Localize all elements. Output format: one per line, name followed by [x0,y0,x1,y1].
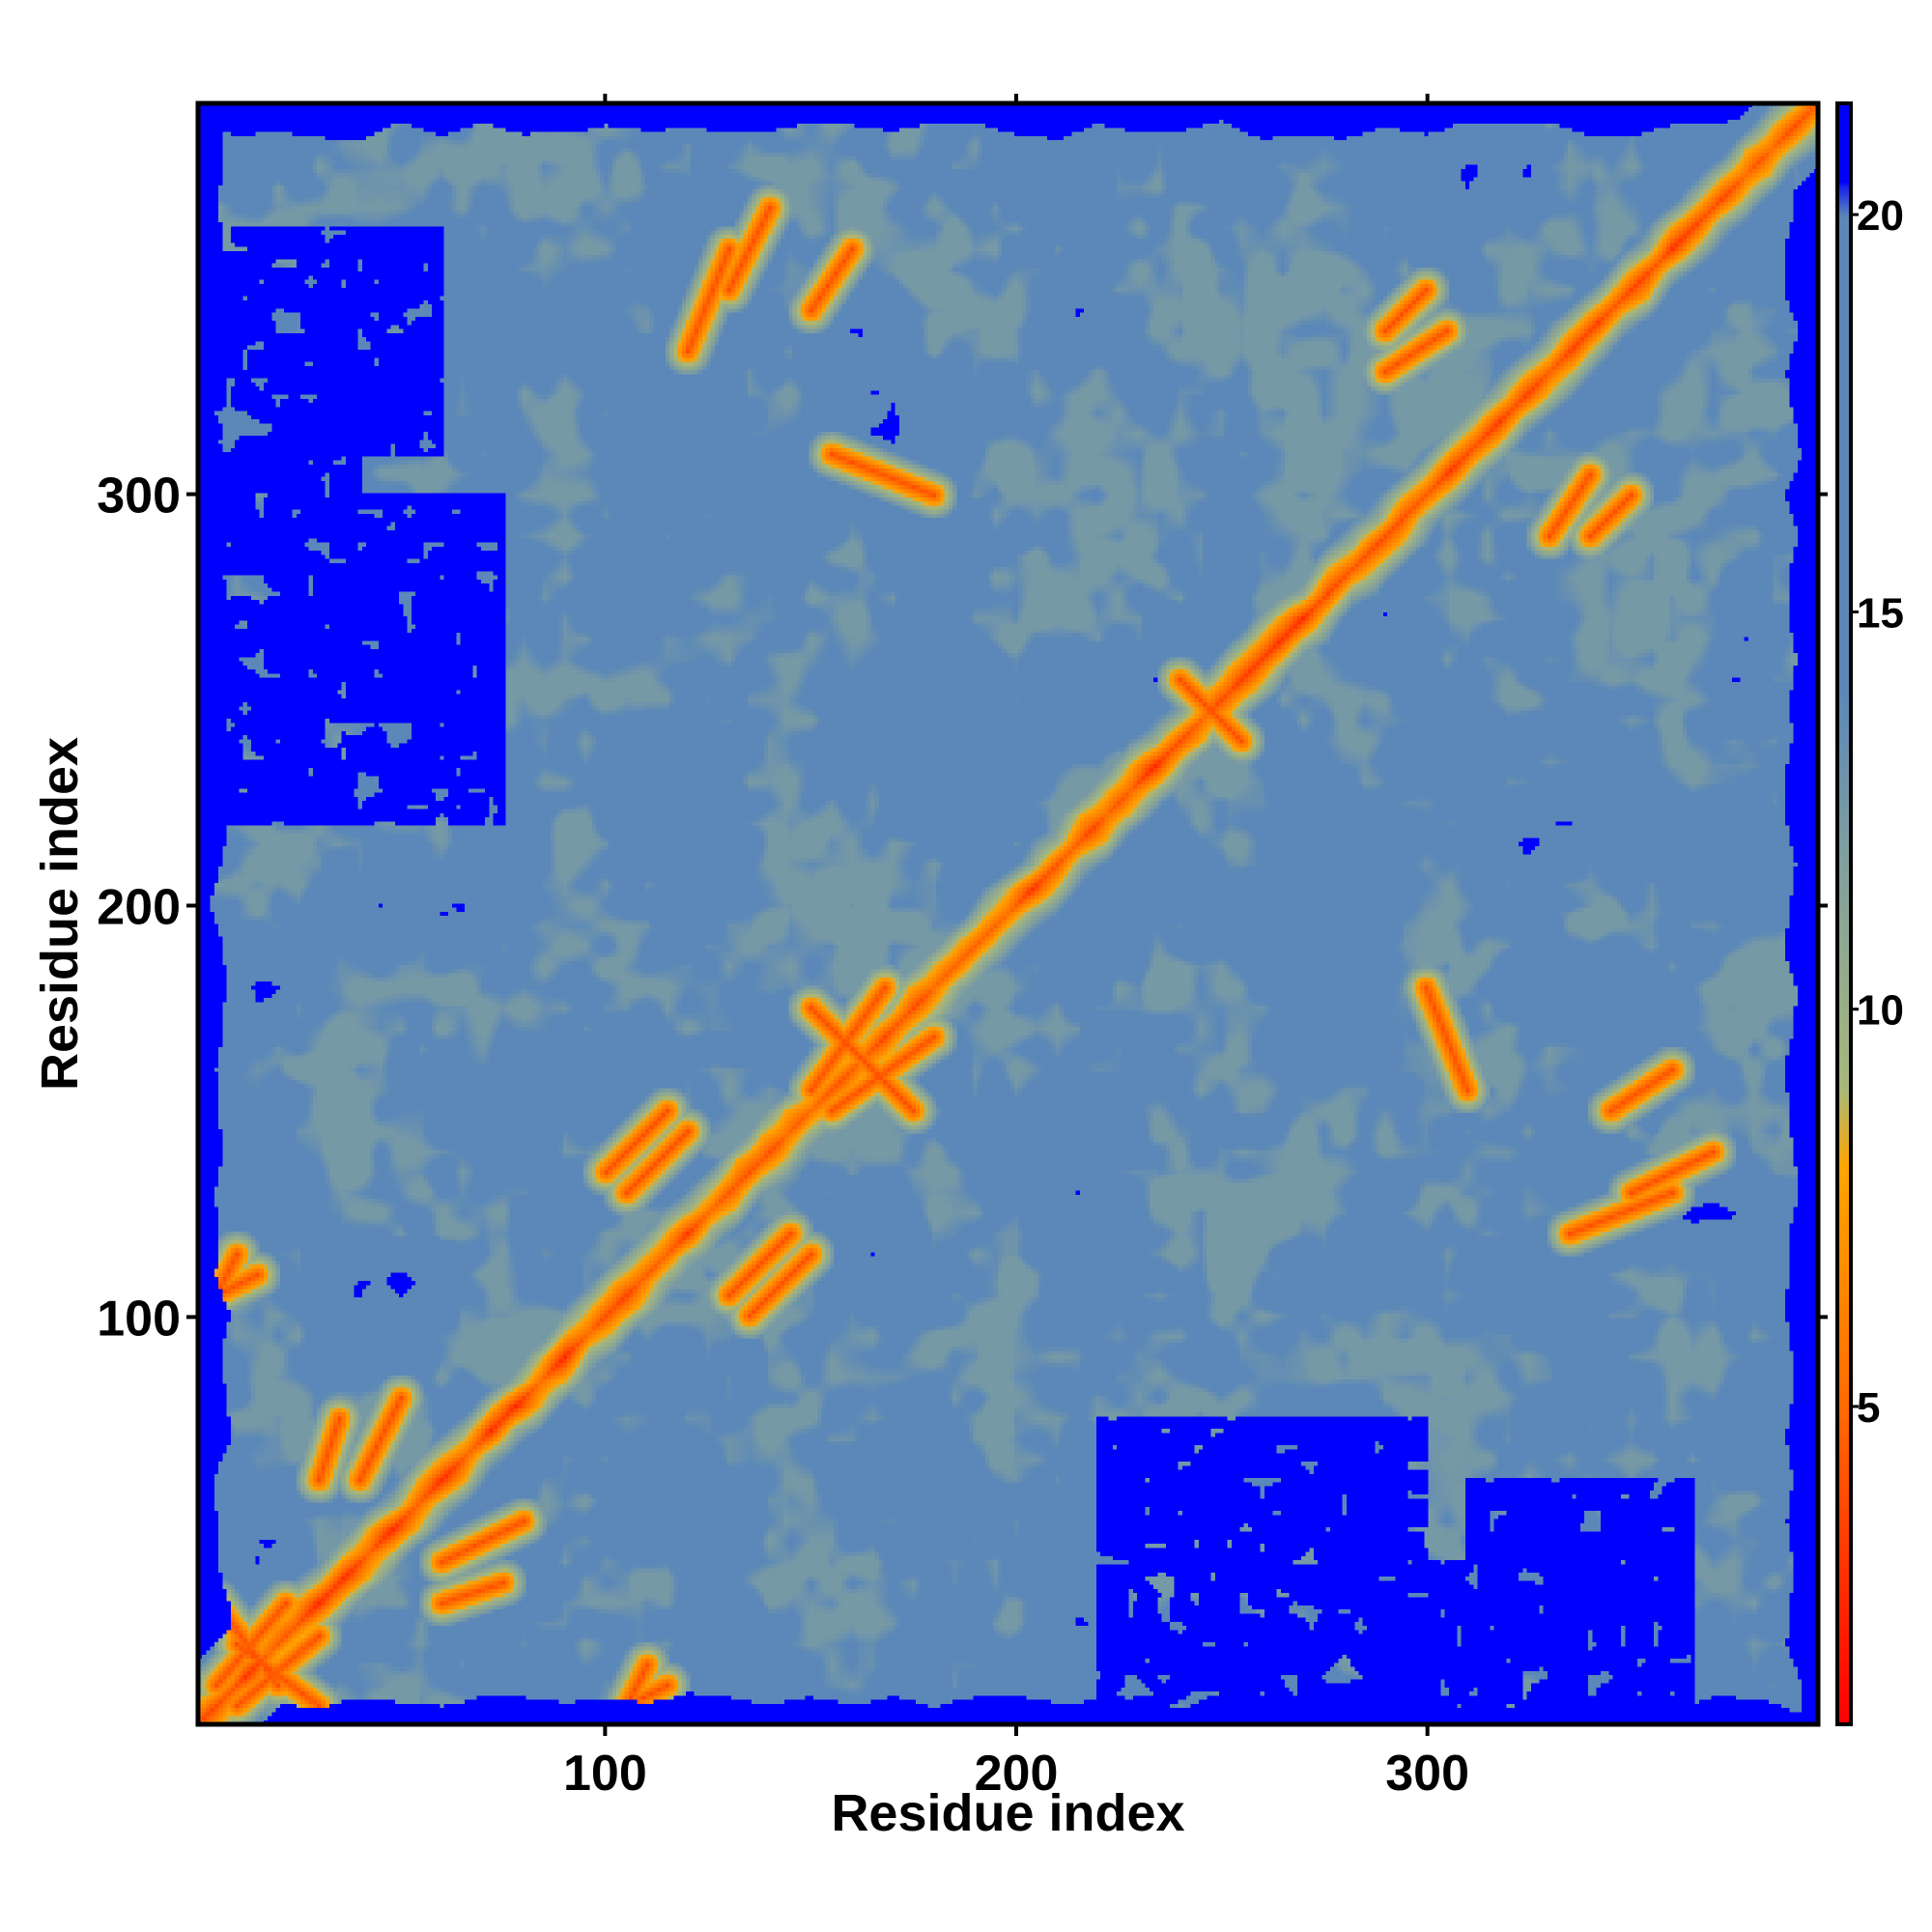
heatmap-image [198,103,1818,1724]
y-tick-label-100: 100 [97,1291,181,1347]
y-axis-title: Residue index [31,737,89,1091]
colorbar-frame [1835,101,1853,1726]
x-axis: 100 200 300 [563,94,1469,1802]
y-tick-label-200: 200 [97,879,181,935]
colorbar: 5 10 15 20 [1835,101,1904,1726]
heatmap-plot-area [195,100,1821,1727]
y-tick-label-300: 300 [97,469,181,525]
x-tick-label-200: 200 [975,1746,1059,1802]
colorbar-tick-label-5: 5 [1857,1384,1880,1432]
colorbar-tick-label-10: 10 [1857,987,1904,1035]
colorbar-gradient [1837,103,1851,1724]
x-tick-label-300: 300 [1385,1746,1469,1802]
plot-frame [195,100,1821,1727]
y-axis: 100 200 300 [97,469,1828,1347]
x-tick-label-100: 100 [563,1746,647,1802]
x-axis-title: Residue index [831,1784,1184,1842]
colorbar-tick-label-15: 15 [1857,589,1904,637]
colorbar-tick-label-20: 20 [1857,192,1904,240]
colorbar-ticks: 5 10 15 20 [1851,192,1904,1432]
